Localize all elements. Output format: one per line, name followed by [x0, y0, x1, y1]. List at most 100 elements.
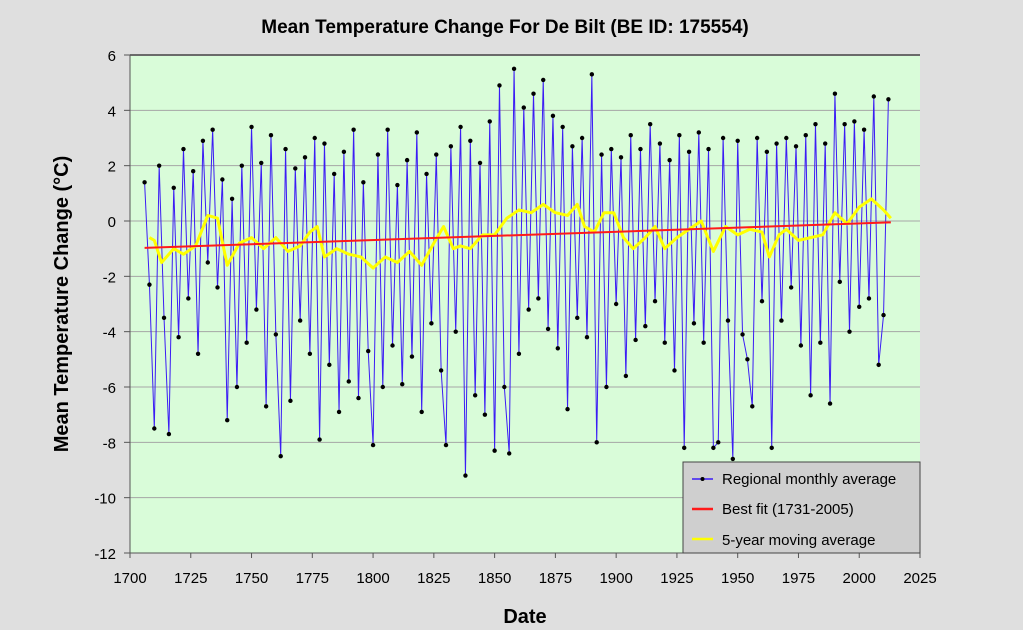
monthly-average-point	[249, 124, 254, 130]
monthly-average-point	[186, 296, 191, 301]
monthly-average-point	[609, 146, 614, 152]
x-tick-label: 2000	[843, 570, 876, 587]
monthly-average-point	[589, 72, 595, 77]
legend-label-monthly: Regional monthly average	[722, 471, 896, 488]
monthly-average-point	[507, 451, 512, 456]
monthly-average-point	[288, 398, 293, 404]
monthly-average-point	[599, 152, 604, 157]
monthly-average-point	[283, 146, 288, 152]
monthly-average-point	[409, 354, 415, 359]
monthly-average-point	[871, 94, 877, 99]
monthly-average-point	[220, 177, 225, 182]
monthly-average-point	[278, 453, 283, 459]
monthly-average-point	[570, 144, 575, 149]
monthly-average-point	[351, 127, 356, 132]
monthly-average-point	[482, 412, 488, 417]
monthly-average-point	[716, 440, 721, 445]
monthly-average-point	[876, 362, 881, 368]
monthly-average-point	[307, 351, 313, 356]
monthly-average-point	[711, 445, 716, 451]
monthly-average-point	[672, 368, 677, 373]
monthly-average-point	[234, 384, 240, 390]
monthly-average-point	[740, 332, 745, 337]
monthly-average-point	[720, 135, 726, 141]
y-tick-label: -12	[94, 546, 116, 563]
monthly-average-point	[662, 340, 667, 345]
monthly-average-point	[273, 332, 279, 337]
monthly-average-point	[823, 141, 828, 146]
x-tick-label: 1725	[174, 570, 207, 587]
x-tick-label: 1775	[296, 570, 329, 587]
monthly-average-point	[400, 382, 405, 387]
monthly-average-point	[706, 146, 711, 152]
monthly-average-point	[521, 105, 526, 110]
monthly-average-point	[881, 312, 886, 318]
x-tick-label: 1750	[235, 570, 268, 587]
x-tick-label: 1975	[782, 570, 815, 587]
y-tick-label: -10	[94, 491, 116, 508]
monthly-average-point	[686, 149, 692, 155]
monthly-average-point	[827, 401, 833, 406]
monthly-average-point	[584, 335, 590, 340]
monthly-average-point	[857, 304, 862, 309]
monthly-average-point	[657, 141, 663, 146]
legend-box	[682, 461, 921, 554]
monthly-average-point	[696, 130, 701, 135]
monthly-average-point	[754, 135, 760, 141]
monthly-average-point	[701, 340, 706, 345]
y-tick-label: -8	[103, 435, 116, 452]
monthly-average-point	[366, 348, 371, 354]
monthly-average-point	[818, 340, 823, 345]
monthly-average-point	[302, 155, 308, 160]
monthly-average-point	[604, 384, 609, 390]
monthly-average-point	[682, 445, 687, 451]
legend-marker-monthly	[700, 477, 705, 481]
monthly-average-point	[171, 185, 176, 190]
monthly-average-point	[516, 351, 522, 356]
moving-average-line	[148, 197, 892, 270]
legend-label-moving-average: 5-year moving average	[722, 532, 875, 549]
monthly-average-point	[443, 442, 449, 448]
monthly-average-point	[297, 318, 303, 323]
monthly-average-point	[341, 149, 347, 155]
monthly-average-point	[847, 329, 852, 334]
monthly-average-point	[336, 409, 342, 415]
monthly-average-point	[147, 282, 152, 287]
monthly-average-point	[623, 373, 629, 379]
monthly-average-point	[429, 321, 434, 326]
chart-title: Mean Temperature Change For De Bilt (BE …	[261, 17, 748, 38]
monthly-average-point	[225, 418, 230, 423]
monthly-average-point	[536, 296, 541, 301]
monthly-average-point	[254, 307, 259, 312]
monthly-average-point	[813, 121, 818, 127]
monthly-average-point	[618, 155, 624, 160]
y-tick-label: -4	[103, 325, 116, 342]
monthly-average-point	[152, 426, 157, 431]
monthly-average-point	[798, 343, 804, 348]
monthly-average-point	[842, 121, 847, 127]
monthly-average-point	[531, 91, 536, 96]
monthly-average-point	[730, 456, 736, 462]
monthly-average-point	[861, 127, 867, 132]
y-tick-label: -6	[103, 380, 116, 397]
monthly-average-point	[594, 440, 599, 445]
x-tick-label: 1825	[417, 570, 450, 587]
monthly-average-point	[346, 379, 351, 384]
monthly-average-point	[142, 180, 147, 185]
monthly-average-point	[385, 127, 390, 132]
monthly-average-point	[375, 152, 381, 157]
monthly-average-point	[560, 124, 565, 130]
x-tick-label: 1950	[721, 570, 754, 587]
monthly-average-point	[613, 301, 619, 307]
monthly-average-point	[463, 473, 468, 478]
monthly-average-point	[229, 196, 235, 202]
monthly-average-point	[390, 343, 395, 348]
legend-label-best-fit: Best fit (1731-2005)	[722, 501, 854, 518]
monthly-average-point	[176, 335, 181, 340]
monthly-average-point	[545, 326, 551, 332]
monthly-average-point	[477, 160, 483, 166]
monthly-average-point	[195, 351, 201, 356]
monthly-average-point	[200, 138, 206, 143]
monthly-average-point	[312, 135, 317, 141]
